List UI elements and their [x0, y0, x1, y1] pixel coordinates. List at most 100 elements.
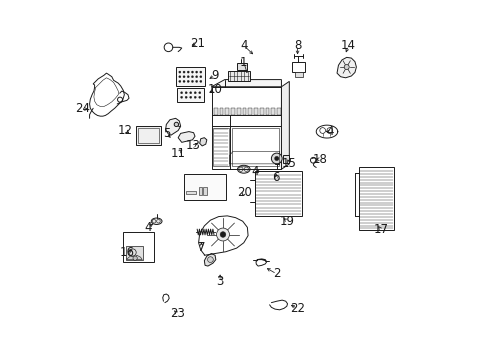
Circle shape	[187, 80, 189, 82]
Circle shape	[191, 80, 193, 82]
Bar	[175, 67, 204, 86]
Bar	[123, 232, 153, 262]
Text: 12: 12	[118, 124, 133, 137]
Circle shape	[344, 64, 348, 69]
Circle shape	[200, 71, 202, 73]
Circle shape	[180, 92, 183, 94]
Bar	[255, 171, 301, 216]
Text: 1: 1	[240, 56, 247, 69]
Bar	[291, 62, 305, 72]
Circle shape	[179, 80, 181, 82]
Circle shape	[174, 122, 178, 127]
Text: 11: 11	[170, 147, 185, 159]
Bar	[203, 187, 206, 195]
Circle shape	[191, 71, 193, 73]
Text: 19: 19	[280, 215, 294, 228]
Circle shape	[207, 257, 213, 262]
Circle shape	[274, 156, 278, 161]
Polygon shape	[178, 132, 195, 142]
Text: 17: 17	[372, 223, 387, 236]
Text: 4: 4	[143, 221, 151, 234]
Text: 16: 16	[120, 246, 135, 259]
Bar	[198, 187, 202, 195]
Bar	[211, 87, 281, 169]
Text: 24: 24	[76, 103, 90, 116]
Circle shape	[200, 76, 202, 78]
Circle shape	[183, 71, 185, 73]
Text: 23: 23	[169, 307, 184, 320]
Bar	[214, 108, 217, 115]
Text: 13: 13	[186, 139, 201, 152]
Circle shape	[183, 80, 185, 82]
Bar	[136, 126, 160, 145]
Bar	[242, 108, 246, 115]
Text: 2: 2	[272, 267, 280, 280]
Bar	[231, 128, 279, 166]
Circle shape	[200, 80, 202, 82]
Circle shape	[180, 96, 183, 98]
Circle shape	[179, 71, 181, 73]
Circle shape	[195, 80, 197, 82]
Bar	[212, 128, 228, 166]
Circle shape	[133, 256, 137, 260]
Bar	[265, 108, 269, 115]
Text: 22: 22	[289, 302, 305, 315]
Circle shape	[187, 76, 189, 78]
Text: 5: 5	[163, 127, 170, 140]
Bar	[126, 246, 143, 260]
Circle shape	[271, 153, 282, 164]
Polygon shape	[165, 118, 180, 135]
Polygon shape	[126, 255, 142, 260]
Bar	[219, 108, 223, 115]
Bar	[236, 63, 247, 69]
Circle shape	[187, 71, 189, 73]
Bar	[294, 72, 302, 77]
Text: 10: 10	[207, 83, 222, 96]
Bar	[260, 108, 263, 115]
Circle shape	[216, 228, 229, 241]
Text: 3: 3	[216, 275, 224, 288]
Circle shape	[198, 92, 201, 94]
Circle shape	[191, 76, 193, 78]
Polygon shape	[211, 80, 281, 87]
Text: 20: 20	[237, 186, 251, 199]
Bar	[231, 108, 234, 115]
Circle shape	[195, 71, 197, 73]
Text: 14: 14	[340, 39, 355, 52]
Text: 21: 21	[189, 36, 204, 50]
Polygon shape	[336, 57, 356, 78]
Circle shape	[189, 96, 191, 98]
Circle shape	[220, 231, 225, 237]
Bar	[137, 128, 159, 143]
Bar	[359, 167, 394, 230]
Text: 4: 4	[240, 39, 247, 52]
Circle shape	[185, 96, 187, 98]
Bar	[283, 155, 288, 163]
Ellipse shape	[151, 218, 162, 225]
Circle shape	[183, 76, 185, 78]
Text: 9: 9	[211, 69, 219, 82]
Circle shape	[194, 92, 196, 94]
Bar	[183, 174, 225, 200]
Bar	[177, 88, 204, 102]
Text: 8: 8	[293, 39, 301, 52]
Circle shape	[189, 92, 191, 94]
Polygon shape	[204, 253, 215, 266]
Bar	[237, 108, 240, 115]
Circle shape	[185, 92, 187, 94]
Polygon shape	[199, 138, 206, 146]
Polygon shape	[281, 81, 289, 169]
Bar	[228, 71, 249, 81]
Text: 6: 6	[272, 171, 279, 184]
Bar	[271, 108, 274, 115]
Bar	[248, 108, 251, 115]
Bar	[225, 108, 228, 115]
Ellipse shape	[237, 165, 249, 173]
Bar	[254, 108, 257, 115]
Bar	[186, 191, 196, 194]
Circle shape	[198, 96, 201, 98]
Circle shape	[195, 76, 197, 78]
Text: 18: 18	[312, 153, 327, 166]
Text: 4: 4	[326, 125, 334, 138]
Circle shape	[179, 76, 181, 78]
